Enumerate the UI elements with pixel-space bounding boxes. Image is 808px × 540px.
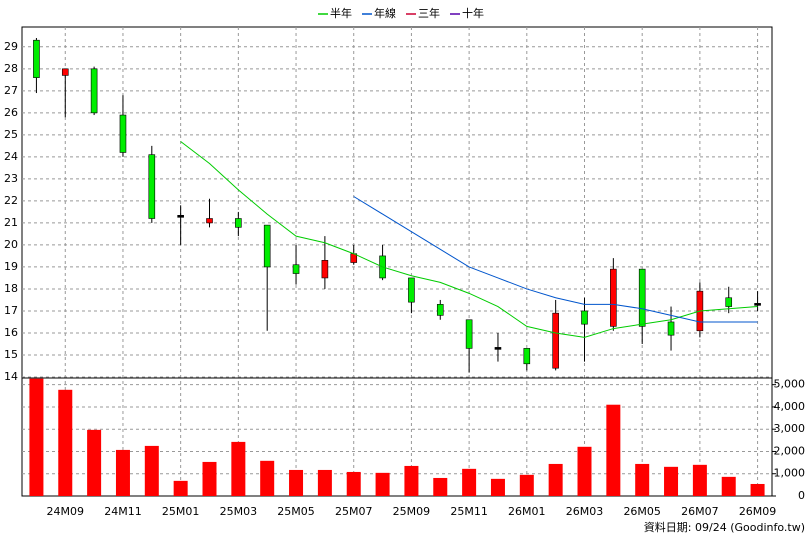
- y-tick-label: 16: [4, 326, 18, 339]
- y-tick-label: 23: [4, 172, 18, 185]
- x-tick-label: 26M07: [681, 505, 719, 518]
- y-tick-label: 14: [4, 370, 18, 383]
- y-tick-label: 28: [4, 62, 18, 75]
- ma-line: [353, 196, 758, 323]
- candle-body: [33, 39, 40, 78]
- y2-tick-label: 0: [798, 489, 805, 502]
- volume-bar: [29, 378, 44, 496]
- volume-bar: [87, 429, 102, 496]
- volume-bar: [433, 477, 448, 496]
- y-tick-label: 20: [4, 238, 18, 251]
- volume-bar: [692, 464, 707, 496]
- volume-bar: [664, 466, 679, 496]
- volume-bar: [404, 465, 419, 496]
- volume-bar: [58, 389, 73, 496]
- candle-body: [263, 224, 271, 268]
- y-tick-label: 21: [4, 216, 18, 229]
- candle-body: [408, 277, 415, 303]
- candle-body: [638, 268, 646, 327]
- candle-body: [206, 218, 213, 224]
- x-tick-label: 25M07: [335, 505, 373, 518]
- ma-line: [180, 141, 758, 338]
- candle-body: [725, 297, 733, 307]
- plot-frame: [21, 26, 773, 497]
- source-note: 資料日期: 09/24 (Goodinfo.tw): [644, 520, 805, 534]
- volume-bar: [519, 474, 534, 496]
- y-tick-label: 26: [4, 106, 18, 119]
- legend-label: 年線: [374, 6, 396, 20]
- volume-bar: [375, 472, 390, 496]
- x-tick-label: 24M09: [47, 505, 85, 518]
- candle-body: [436, 304, 444, 316]
- candle-body: [119, 114, 127, 153]
- y-tick-label: 15: [4, 348, 18, 361]
- legend-label: 十年: [462, 6, 484, 20]
- candle-body: [465, 319, 473, 349]
- y-tick-label: 24: [4, 150, 18, 163]
- x-tick-label: 26M03: [566, 505, 604, 518]
- x-tick-label: 25M05: [277, 505, 315, 518]
- volume-bar: [260, 460, 275, 496]
- volume-bar: [721, 476, 736, 496]
- volume-bar: [115, 449, 130, 496]
- candle-body: [667, 321, 675, 336]
- x-tick-label: 24M11: [104, 505, 142, 518]
- volume-bar: [317, 469, 332, 496]
- candle-body: [148, 154, 156, 219]
- y2-tick-label: 4,000: [774, 400, 806, 413]
- y-tick-label: 29: [4, 40, 18, 53]
- candle-body: [494, 347, 502, 350]
- legend-label: 三年: [418, 6, 440, 20]
- volume-bar: [231, 441, 246, 496]
- candle-body: [754, 303, 761, 306]
- volume-bar: [606, 404, 621, 496]
- y2-tick-label: 2,000: [774, 444, 806, 457]
- candle-body: [292, 264, 300, 274]
- volume-bar: [202, 461, 217, 496]
- candle-body: [610, 268, 617, 327]
- candle-body: [523, 348, 531, 365]
- y2-tick-label: 3,000: [774, 422, 806, 435]
- volume-bar: [144, 445, 159, 496]
- candle-body: [581, 310, 588, 325]
- volume-bar: [346, 471, 361, 496]
- volume-bar: [490, 478, 505, 496]
- candle-body: [552, 312, 559, 369]
- candle-body: [177, 215, 184, 218]
- y2-tick-label: 1,000: [774, 467, 806, 480]
- candle-body: [321, 260, 329, 279]
- legend-label: 半年: [330, 6, 352, 20]
- y-tick-label: 17: [4, 304, 18, 317]
- y-tick-label: 27: [4, 84, 18, 97]
- y-tick-label: 22: [4, 194, 18, 207]
- x-tick-label: 25M11: [450, 505, 488, 518]
- y2-tick-label: 5,000: [774, 378, 806, 391]
- volume-bar: [548, 463, 563, 496]
- x-tick-label: 26M05: [623, 505, 661, 518]
- volume-bar: [635, 463, 650, 496]
- volume-bar: [577, 446, 592, 496]
- y-tick-label: 19: [4, 260, 18, 273]
- y-tick-label: 25: [4, 128, 18, 141]
- x-tick-label: 25M03: [220, 505, 258, 518]
- volume-bar: [462, 468, 477, 496]
- volume-bar: [173, 480, 188, 496]
- volume-bar: [750, 483, 765, 496]
- x-tick-label: 25M09: [393, 505, 431, 518]
- y-tick-label: 18: [4, 282, 18, 295]
- candle-body: [61, 68, 69, 76]
- candle-body: [90, 68, 98, 114]
- volume-bar: [289, 469, 304, 496]
- x-tick-label: 26M01: [508, 505, 546, 518]
- x-tick-label: 26M09: [739, 505, 777, 518]
- candle-body: [235, 218, 242, 228]
- x-tick-label: 25M01: [162, 505, 200, 518]
